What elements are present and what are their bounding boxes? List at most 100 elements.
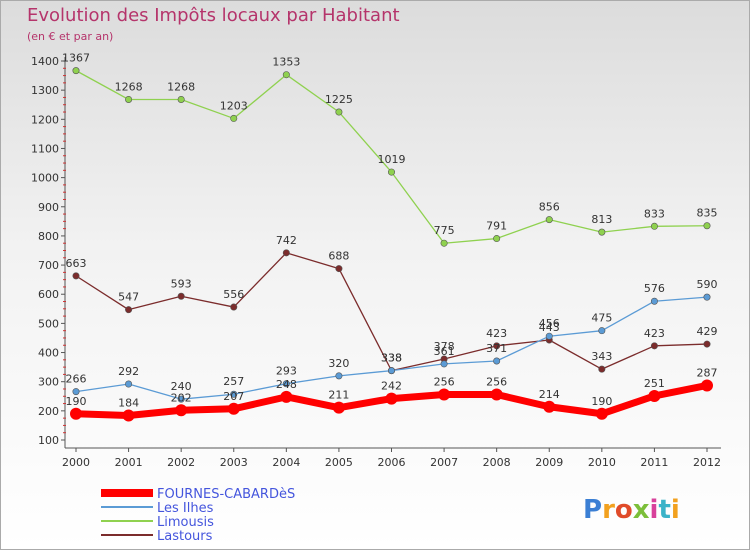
data-point: [650, 222, 658, 230]
y-tick-label: 1300: [31, 84, 59, 97]
data-point: [648, 389, 661, 402]
data-label: 1268: [167, 80, 195, 93]
data-label: 343: [591, 350, 612, 363]
data-point: [543, 400, 556, 413]
data-point: [125, 95, 133, 103]
chart-title: Evolution des Impôts locaux par Habitant: [27, 5, 400, 26]
x-tick-label: 2012: [693, 456, 721, 469]
data-label: 556: [223, 288, 244, 301]
data-label: 190: [591, 395, 612, 408]
data-point: [545, 216, 553, 224]
data-point: [227, 402, 240, 415]
x-tick-label: 2001: [115, 456, 143, 469]
data-label: 775: [434, 224, 455, 237]
x-tick-label: 2011: [640, 456, 668, 469]
data-label: 1019: [378, 153, 406, 166]
data-label: 429: [697, 325, 718, 338]
y-tick-label: 1200: [31, 113, 59, 126]
y-tick-label: 500: [38, 317, 59, 330]
y-tick-label: 1100: [31, 142, 59, 155]
data-label: 1353: [272, 56, 300, 69]
data-label: 257: [223, 375, 244, 388]
data-label: 688: [328, 250, 349, 263]
legend-swatch: [101, 534, 153, 536]
data-point: [650, 297, 658, 305]
y-tick-label: 100: [38, 434, 59, 447]
data-label: 456: [539, 317, 560, 330]
data-point: [387, 168, 395, 176]
data-label: 590: [697, 278, 718, 291]
data-point: [72, 272, 80, 280]
data-label: 576: [644, 282, 665, 295]
legend-swatch: [101, 506, 153, 508]
data-point: [703, 340, 711, 348]
data-label: 338: [381, 352, 402, 365]
data-label: 292: [118, 365, 139, 378]
data-label: 320: [328, 357, 349, 370]
y-tick-label: 200: [38, 405, 59, 418]
data-point: [230, 114, 238, 122]
data-label: 547: [118, 291, 139, 304]
data-label: 835: [697, 207, 718, 220]
data-label: 378: [434, 340, 455, 353]
data-point: [493, 357, 501, 365]
chart-subtitle: (en € et par an): [27, 30, 114, 43]
x-tick-label: 2009: [535, 456, 563, 469]
data-label: 1367: [62, 52, 90, 65]
data-label: 856: [539, 201, 560, 214]
data-point: [282, 380, 290, 388]
x-tick-label: 2008: [483, 456, 511, 469]
data-label: 251: [644, 377, 665, 390]
data-point: [440, 239, 448, 247]
data-label: 443: [539, 321, 560, 334]
data-point: [177, 95, 185, 103]
y-tick-label: 900: [38, 201, 59, 214]
data-label: 184: [118, 397, 139, 410]
data-point: [335, 372, 343, 380]
proxiti-logo: Proxiti: [583, 495, 680, 525]
data-point: [335, 108, 343, 116]
data-point: [177, 395, 185, 403]
data-point: [387, 367, 395, 375]
data-point: [650, 342, 658, 350]
data-point: [335, 265, 343, 273]
data-label: 256: [486, 376, 507, 389]
x-tick-label: 2007: [430, 456, 458, 469]
data-point: [230, 303, 238, 311]
data-point: [72, 67, 80, 75]
y-tick-label: 600: [38, 288, 59, 301]
legend-label: Les Ilhes: [157, 501, 214, 516]
x-tick-label: 2010: [588, 456, 616, 469]
x-tick-label: 2000: [62, 456, 90, 469]
data-label: 207: [223, 390, 244, 403]
legend-label: FOURNES-CABARDèS: [157, 487, 295, 502]
data-point: [282, 71, 290, 79]
data-label: 1268: [115, 80, 143, 93]
data-point: [440, 360, 448, 368]
data-point: [545, 332, 553, 340]
data-point: [125, 306, 133, 314]
y-tick-label: 400: [38, 347, 59, 360]
data-label: 1225: [325, 93, 353, 106]
legend-label: Limousis: [157, 515, 214, 530]
data-point: [493, 235, 501, 243]
data-point: [230, 390, 238, 398]
data-point: [493, 342, 501, 350]
y-tick-label: 300: [38, 376, 59, 389]
data-point: [490, 388, 503, 401]
data-label: 242: [381, 380, 402, 393]
x-tick-label: 2004: [272, 456, 300, 469]
data-label: 663: [66, 257, 87, 270]
x-tick-label: 2003: [220, 456, 248, 469]
data-point: [595, 407, 608, 420]
data-label: 240: [171, 380, 192, 393]
x-tick-label: 2005: [325, 456, 353, 469]
data-point: [703, 293, 711, 301]
data-point: [70, 407, 82, 420]
data-point: [598, 228, 606, 236]
data-point: [125, 380, 133, 388]
data-label: 423: [486, 327, 507, 340]
x-tick-label: 2006: [378, 456, 406, 469]
data-label: 475: [591, 312, 612, 325]
data-point: [72, 388, 80, 396]
